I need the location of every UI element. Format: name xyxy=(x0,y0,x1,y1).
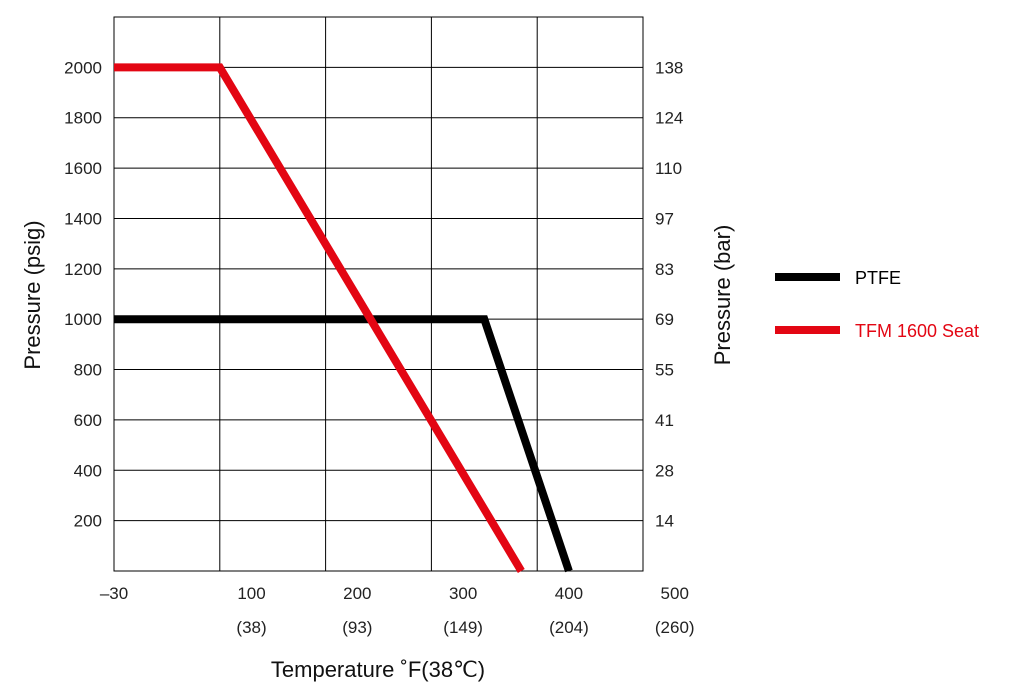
y2-tick-label: 28 xyxy=(655,461,674,480)
y-tick-label: 1000 xyxy=(64,310,102,329)
series-line xyxy=(114,63,525,574)
x-tick-label: 500 xyxy=(661,584,689,603)
y-tick-label: 1200 xyxy=(64,260,102,279)
x-axis-title: Temperature ˚F(38℃) xyxy=(271,657,485,682)
y2-tick-label: 14 xyxy=(655,512,674,531)
y-tick-label: 200 xyxy=(74,512,102,531)
x-tick-sublabel: (204) xyxy=(549,618,589,637)
x-tick-sublabel: (260) xyxy=(655,618,695,637)
x-tick-sublabel: (93) xyxy=(342,618,372,637)
y2-tick-labels: 14 28 41 55 69 83 97 110 124 138 xyxy=(655,58,683,530)
y-tick-label: 1400 xyxy=(64,209,102,228)
x-tick-label: 400 xyxy=(555,584,583,603)
y-axis-title: Pressure (psig) xyxy=(20,220,45,369)
x-tick-labels: –30 100 (38) 200 (93) 300 (149) 400 (204) 500 (260… xyxy=(100,584,695,637)
y2-tick-label: 138 xyxy=(655,58,683,77)
x-tick-label: 100 xyxy=(237,584,265,603)
x-tick-sublabel: (38) xyxy=(236,618,266,637)
y2-tick-label: 83 xyxy=(655,260,674,279)
series-lines xyxy=(114,63,573,574)
x-tick-label: 300 xyxy=(449,584,477,603)
legend: PTFE TFM 1600 Seat xyxy=(775,268,979,341)
legend-label: PTFE xyxy=(855,268,901,288)
y-tick-label: 1600 xyxy=(64,159,102,178)
y2-tick-label: 55 xyxy=(655,361,674,380)
y2-tick-label: 124 xyxy=(655,109,683,128)
x-tick-sublabel: (149) xyxy=(443,618,483,637)
series-line xyxy=(114,315,573,573)
legend-label: TFM 1600 Seat xyxy=(855,321,979,341)
y-tick-label: 400 xyxy=(74,461,102,480)
x-tick-label: 200 xyxy=(343,584,371,603)
grid xyxy=(113,16,644,572)
y-tick-label: 600 xyxy=(74,411,102,430)
y2-tick-label: 69 xyxy=(655,310,674,329)
y2-axis-title: Pressure (bar) xyxy=(710,225,735,366)
x-tick-label: –30 xyxy=(100,584,128,603)
y2-tick-label: 97 xyxy=(655,209,674,228)
y-tick-label: 2000 xyxy=(64,58,102,77)
y-tick-label: 800 xyxy=(74,361,102,380)
y2-tick-label: 41 xyxy=(655,411,674,430)
plot-frame xyxy=(113,16,644,572)
y-tick-labels: 200 400 600 800 1000 1200 1400 1600 1800 2000 xyxy=(64,58,102,530)
y-tick-label: 1800 xyxy=(64,109,102,128)
y2-tick-label: 110 xyxy=(655,159,682,178)
